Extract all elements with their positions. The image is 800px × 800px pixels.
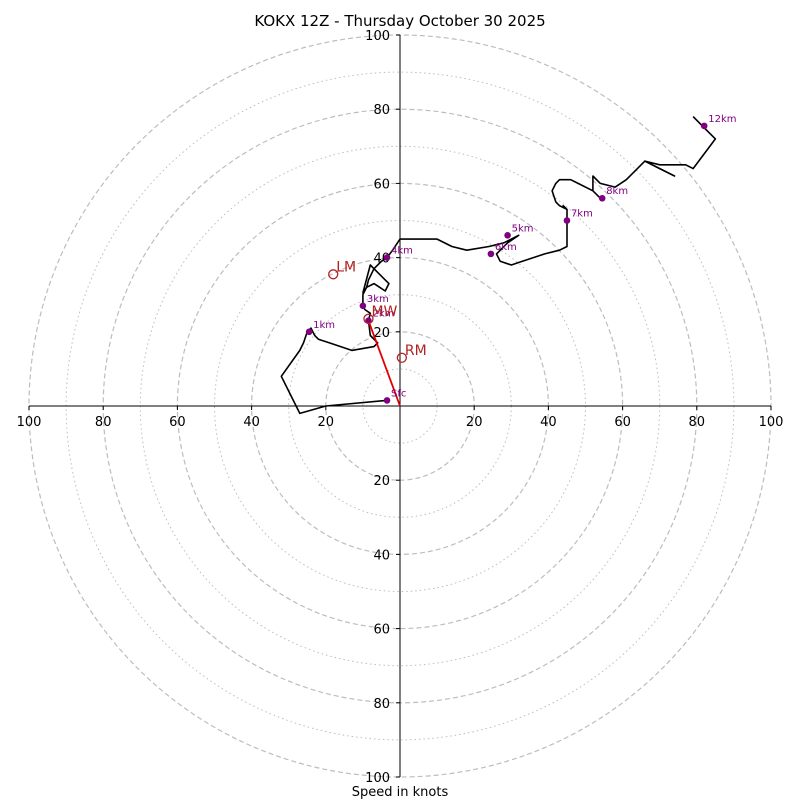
x-tick-label: 20	[318, 415, 335, 430]
y-tick-label: 100	[365, 29, 390, 44]
height-point-2km	[365, 317, 372, 324]
height-label-12km: 12km	[708, 114, 736, 125]
motion-label-LM: LM	[336, 259, 356, 275]
x-axis-label: Speed in knots	[352, 785, 449, 800]
motion-marker-RM	[396, 352, 408, 363]
height-label-7km: 7km	[571, 209, 593, 220]
height-point-4km	[383, 254, 391, 261]
y-tick-label: 80	[373, 103, 390, 118]
height-label-4km: 4km	[391, 246, 413, 257]
motion-marker-LM	[328, 269, 339, 280]
chart-title: KOKX 12Z - Thursday October 30 2025	[254, 12, 545, 30]
motion-label-MW: MW	[371, 304, 397, 320]
x-tick-label: 80	[95, 415, 112, 430]
height-point-6km	[487, 250, 495, 258]
height-point-12km	[700, 122, 708, 130]
shear-vector	[367, 320, 401, 407]
height-point-Sfc	[383, 397, 391, 404]
x-tick-label: 40	[243, 415, 260, 430]
x-tick-label: 20	[466, 415, 483, 430]
height-point-3km	[359, 302, 367, 310]
height-label-1km: 1km	[313, 320, 335, 331]
shear-vector-line	[367, 320, 401, 407]
tick-labels: 100 80 60 40 20 20 40 60 80 100100806040202040608…	[17, 29, 784, 786]
height-label-3km: 3km	[367, 294, 389, 305]
height-point-7km	[563, 217, 571, 224]
x-tick-label: 40	[540, 415, 557, 430]
y-tick-label: 100	[365, 771, 390, 786]
height-point-8km	[598, 194, 606, 202]
x-tick-label: 60	[169, 415, 186, 430]
y-tick-label: 60	[373, 623, 390, 638]
storm-motion-markers: LM MW RM	[328, 259, 427, 363]
motion-label-RM: RM	[405, 343, 427, 359]
x-tick-label: 100	[17, 415, 42, 430]
height-label-2km: 2km	[372, 309, 394, 320]
y-tick-label: 40	[373, 548, 390, 563]
y-tick-label: 20	[373, 474, 390, 489]
height-markers: Sfc 1km 2km 3km 4km 5km 6km 7km 8km 12km	[305, 114, 736, 404]
height-point-1km	[305, 328, 313, 336]
motion-marker-MW	[363, 313, 374, 324]
height-label-5km: 5km	[512, 223, 534, 234]
x-tick-label: 100	[759, 415, 784, 430]
x-tick-label: 60	[614, 415, 631, 430]
height-label-8km: 8km	[606, 186, 628, 197]
height-point-5km	[504, 232, 511, 239]
y-tick-label: 20	[373, 326, 390, 341]
height-label-Sfc: Sfc	[391, 388, 406, 399]
height-label-6km: 6km	[495, 242, 517, 253]
x-tick-label: 80	[689, 415, 706, 430]
y-tick-label: 60	[373, 177, 390, 192]
y-tick-label: 80	[373, 697, 390, 712]
